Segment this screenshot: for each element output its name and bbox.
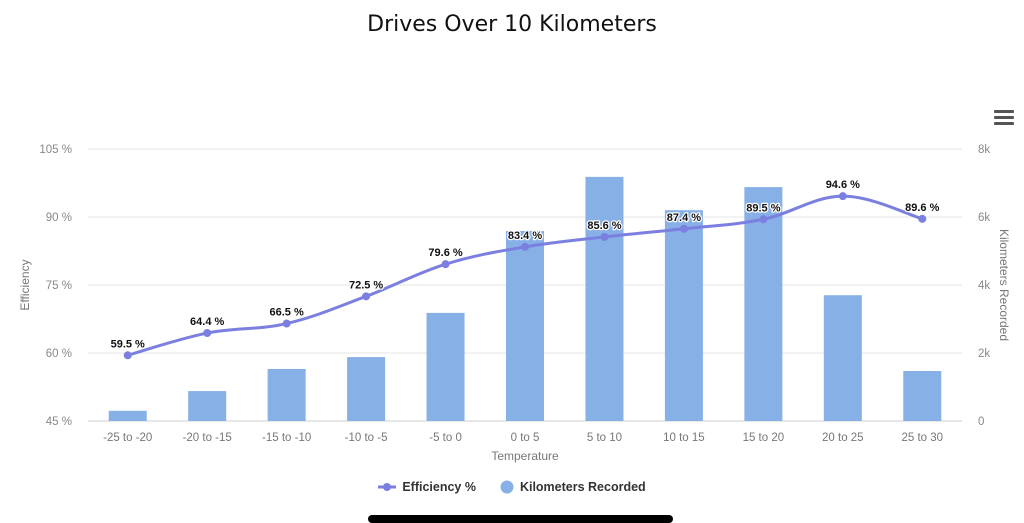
data-label: 72.5 % [349, 279, 383, 291]
x-tick-label: 15 to 20 [743, 432, 785, 444]
bar [426, 312, 465, 421]
y-right-tick-label: 2k [978, 348, 990, 360]
hamburger-menu-icon[interactable] [994, 110, 1014, 126]
axes: 45 % 60 % 75 % 90 % 105 % 0 2k 4k 6k 8k -25 to -20… [39, 144, 990, 444]
line-point [203, 329, 212, 338]
legend-label: Kilometers Recorded [519, 480, 646, 494]
data-label: 94.6 % [826, 179, 860, 191]
y-right-tick-label: 0 [978, 416, 984, 428]
line-point [362, 292, 371, 301]
legend-item-kilometers[interactable]: Kilometers Recorded [500, 480, 646, 494]
bar [188, 391, 227, 421]
y-right-tick-label: 8k [978, 144, 990, 156]
line-point [838, 192, 847, 201]
x-tick-label: -15 to -10 [262, 432, 311, 444]
y-axis-left-title: Efficiency [18, 259, 32, 310]
line-point [282, 319, 291, 328]
bar [267, 368, 306, 421]
y-left-tick-label: 45 % [46, 416, 72, 428]
line-point [759, 215, 768, 224]
y-right-tick-label: 4k [978, 280, 990, 292]
legend: Efficiency % Kilometers Recorded [0, 480, 1024, 494]
bar [506, 230, 544, 421]
data-label: 79.6 % [428, 247, 462, 259]
x-tick-label: 25 to 30 [901, 432, 943, 444]
x-tick-label: 10 to 15 [663, 432, 705, 444]
menu-line [994, 110, 1014, 113]
line-point [679, 224, 688, 233]
data-label: 66.5 % [270, 307, 304, 319]
menu-line [994, 116, 1014, 119]
data-label: 89.6 % [905, 202, 939, 214]
line-point [521, 242, 529, 251]
x-axis-title: Temperature [491, 449, 559, 463]
data-labels: 59.5 % 64.4 % 66.5 % 72.5 % 79.6 % 83.4 % 85.6… [109, 178, 941, 352]
x-tick-label: -10 to -5 [345, 432, 388, 444]
bar-series [108, 176, 942, 421]
bar [744, 187, 783, 421]
legend-item-efficiency[interactable]: Efficiency % [378, 480, 476, 494]
legend-label: Efficiency % [402, 480, 476, 494]
bar [585, 176, 624, 421]
y-left-tick-label: 105 % [39, 144, 72, 156]
circle-marker-icon [500, 480, 514, 494]
data-label: 64.4 % [190, 316, 224, 328]
line-point [600, 232, 609, 241]
y-axis-right-title: Kilometers Recorded [997, 229, 1011, 341]
chart-title: Drives Over 10 Kilometers [367, 12, 657, 37]
x-tick-label: -25 to -20 [103, 432, 152, 444]
data-label: 89.5 % [746, 202, 780, 214]
menu-line [994, 122, 1014, 125]
y-right-tick-label: 6k [978, 212, 990, 224]
x-tick-label: -20 to -15 [183, 432, 232, 444]
x-tick-label: -5 to 0 [429, 432, 462, 444]
bar [823, 295, 862, 421]
y-left-tick-label: 75 % [46, 280, 72, 292]
line-point [123, 351, 132, 360]
bar [903, 371, 942, 421]
data-label: 85.6 % [587, 220, 621, 232]
y-left-tick-label: 90 % [46, 212, 72, 224]
data-label: 59.5 % [111, 338, 145, 350]
line-marker-icon [378, 483, 397, 491]
bar [347, 357, 386, 421]
y-left-tick-label: 60 % [46, 348, 72, 360]
bar [664, 210, 703, 421]
x-tick-label: 20 to 25 [822, 432, 864, 444]
x-tick-label: 5 to 10 [587, 432, 622, 444]
bar [108, 410, 147, 421]
line-point [441, 260, 450, 269]
line-points [123, 192, 927, 360]
data-label: 83.4 % [508, 230, 542, 242]
x-tick-label: 0 to 5 [511, 432, 540, 444]
line-point [918, 214, 927, 223]
home-indicator [368, 515, 673, 523]
data-label: 87.4 % [667, 212, 701, 224]
